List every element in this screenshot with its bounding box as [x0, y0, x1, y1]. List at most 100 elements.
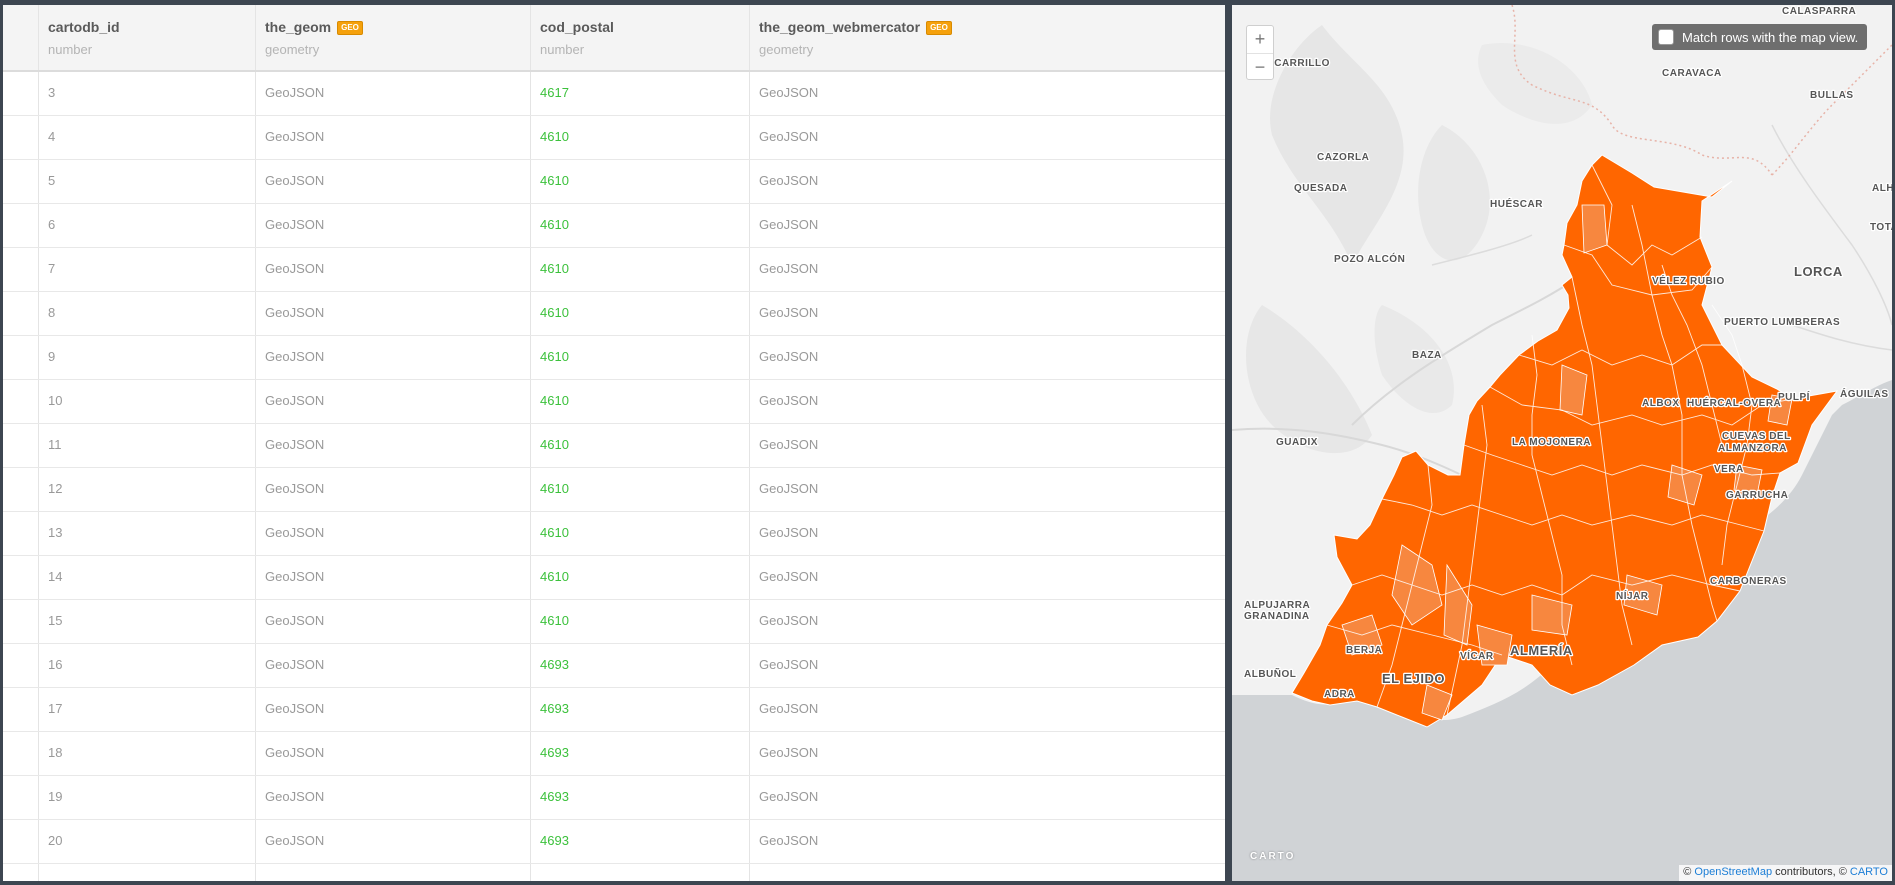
table-cell[interactable]: GeoJSON — [749, 248, 1225, 291]
table-cell[interactable]: 4610 — [530, 292, 749, 335]
table-cell[interactable]: GeoJSON — [749, 292, 1225, 335]
table-cell[interactable]: GeoJSON — [749, 424, 1225, 467]
table-cell[interactable]: 19 — [38, 776, 255, 819]
table-row[interactable]: 10 GeoJSON 4610 GeoJSON — [3, 380, 1225, 424]
table-cell[interactable]: GeoJSON — [255, 512, 530, 555]
table-cell[interactable]: 9 — [38, 336, 255, 379]
table-cell[interactable] — [749, 864, 1225, 881]
table-cell[interactable]: 20 — [38, 820, 255, 863]
table-cell[interactable]: 11 — [38, 424, 255, 467]
carto-link[interactable]: CARTO — [1849, 866, 1888, 878]
row-handle[interactable] — [3, 820, 38, 863]
table-cell[interactable]: 4 — [38, 116, 255, 159]
table-cell[interactable]: 4610 — [530, 424, 749, 467]
table-row[interactable]: 8 GeoJSON 4610 GeoJSON — [3, 292, 1225, 336]
table-cell[interactable]: 4610 — [530, 204, 749, 247]
row-handle[interactable] — [3, 732, 38, 775]
row-handle[interactable] — [3, 424, 38, 467]
row-handle[interactable] — [3, 380, 38, 423]
row-handle[interactable] — [3, 468, 38, 511]
row-handle[interactable] — [3, 116, 38, 159]
table-cell[interactable]: 4610 — [530, 336, 749, 379]
table-row[interactable]: 20 GeoJSON 4693 GeoJSON — [3, 820, 1225, 864]
column-header-the-geom[interactable]: the_geom GEO geometry — [255, 5, 530, 70]
table-cell[interactable]: 4693 — [530, 688, 749, 731]
table-row[interactable]: 6 GeoJSON 4610 GeoJSON — [3, 204, 1225, 248]
table-cell[interactable]: GeoJSON — [749, 776, 1225, 819]
table-row[interactable]: 17 GeoJSON 4693 GeoJSON — [3, 688, 1225, 732]
row-handle[interactable] — [3, 512, 38, 555]
map-canvas[interactable]: CALASPARRAILLACARRILLOCARAVACABULLASCAZO… — [1232, 5, 1892, 881]
table-row[interactable]: 9 GeoJSON 4610 GeoJSON — [3, 336, 1225, 380]
table-row[interactable]: 3 GeoJSON 4617 GeoJSON — [3, 72, 1225, 116]
table-cell[interactable]: GeoJSON — [749, 688, 1225, 731]
table-cell[interactable]: GeoJSON — [255, 424, 530, 467]
row-handle[interactable] — [3, 864, 38, 881]
table-cell[interactable]: 4617 — [530, 72, 749, 115]
column-header-cartodb-id[interactable]: cartodb_id number — [38, 5, 255, 70]
table-cell[interactable]: GeoJSON — [749, 600, 1225, 643]
table-cell[interactable]: GeoJSON — [255, 116, 530, 159]
openstreetmap-link[interactable]: OpenStreetMap — [1694, 866, 1773, 878]
table-row[interactable]: 13 GeoJSON 4610 GeoJSON — [3, 512, 1225, 556]
table-cell[interactable] — [530, 864, 749, 881]
row-handle[interactable] — [3, 556, 38, 599]
row-handle[interactable] — [3, 160, 38, 203]
table-cell[interactable]: GeoJSON — [749, 820, 1225, 863]
zoom-in-button[interactable]: + — [1254, 29, 1266, 49]
row-handle[interactable] — [3, 776, 38, 819]
match-rows-checkbox[interactable] — [1658, 29, 1674, 45]
table-cell[interactable]: GeoJSON — [749, 204, 1225, 247]
row-handle[interactable] — [3, 204, 38, 247]
table-cell[interactable]: GeoJSON — [255, 336, 530, 379]
table-row[interactable]: 14 GeoJSON 4610 GeoJSON — [3, 556, 1225, 600]
table-cell[interactable]: GeoJSON — [749, 512, 1225, 555]
table-cell[interactable]: 13 — [38, 512, 255, 555]
table-cell[interactable] — [38, 864, 255, 881]
table-cell[interactable]: 4610 — [530, 248, 749, 291]
row-handle[interactable] — [3, 292, 38, 335]
table-cell[interactable]: GeoJSON — [749, 732, 1225, 775]
table-cell[interactable]: 4693 — [530, 776, 749, 819]
table-cell[interactable]: 4610 — [530, 556, 749, 599]
table-cell[interactable]: GeoJSON — [255, 600, 530, 643]
row-handle[interactable] — [3, 72, 38, 115]
table-cell[interactable]: GeoJSON — [749, 556, 1225, 599]
table-cell[interactable]: GeoJSON — [749, 160, 1225, 203]
map-panel[interactable]: CALASPARRA ILLACARRILLO CARAVACA BULLAS CAZO… — [1232, 5, 1892, 881]
table-row[interactable]: 19 GeoJSON 4693 GeoJSON — [3, 776, 1225, 820]
table-cell[interactable]: GeoJSON — [255, 688, 530, 731]
table-cell[interactable] — [255, 864, 530, 881]
table-cell[interactable]: 5 — [38, 160, 255, 203]
table-cell[interactable]: 4693 — [530, 644, 749, 687]
table-cell[interactable]: GeoJSON — [255, 72, 530, 115]
table-cell[interactable]: 3 — [38, 72, 255, 115]
table-cell[interactable]: 4610 — [530, 512, 749, 555]
table-row[interactable]: 18 GeoJSON 4693 GeoJSON — [3, 732, 1225, 776]
table-cell[interactable]: GeoJSON — [749, 644, 1225, 687]
table-cell[interactable]: GeoJSON — [255, 292, 530, 335]
row-handle[interactable] — [3, 600, 38, 643]
match-rows-toggle[interactable]: Match rows with the map view. — [1652, 24, 1868, 50]
table-cell[interactable]: 4610 — [530, 468, 749, 511]
table-cell[interactable]: 17 — [38, 688, 255, 731]
table-row[interactable] — [3, 864, 1225, 881]
table-cell[interactable]: GeoJSON — [255, 380, 530, 423]
table-cell[interactable]: 6 — [38, 204, 255, 247]
table-row[interactable]: 11 GeoJSON 4610 GeoJSON — [3, 424, 1225, 468]
table-cell[interactable]: 15 — [38, 600, 255, 643]
table-cell[interactable]: 4610 — [530, 160, 749, 203]
column-header-cod-postal[interactable]: cod_postal number — [530, 5, 749, 70]
table-row[interactable]: 15 GeoJSON 4610 GeoJSON — [3, 600, 1225, 644]
table-cell[interactable]: 14 — [38, 556, 255, 599]
table-cell[interactable]: 4610 — [530, 600, 749, 643]
row-handle[interactable] — [3, 336, 38, 379]
table-cell[interactable]: GeoJSON — [749, 336, 1225, 379]
table-cell[interactable]: 4693 — [530, 732, 749, 775]
table-row[interactable]: 5 GeoJSON 4610 GeoJSON — [3, 160, 1225, 204]
table-cell[interactable]: 8 — [38, 292, 255, 335]
table-row[interactable]: 7 GeoJSON 4610 GeoJSON — [3, 248, 1225, 292]
table-row[interactable]: 12 GeoJSON 4610 GeoJSON — [3, 468, 1225, 512]
table-cell[interactable]: 18 — [38, 732, 255, 775]
table-cell[interactable]: GeoJSON — [749, 72, 1225, 115]
